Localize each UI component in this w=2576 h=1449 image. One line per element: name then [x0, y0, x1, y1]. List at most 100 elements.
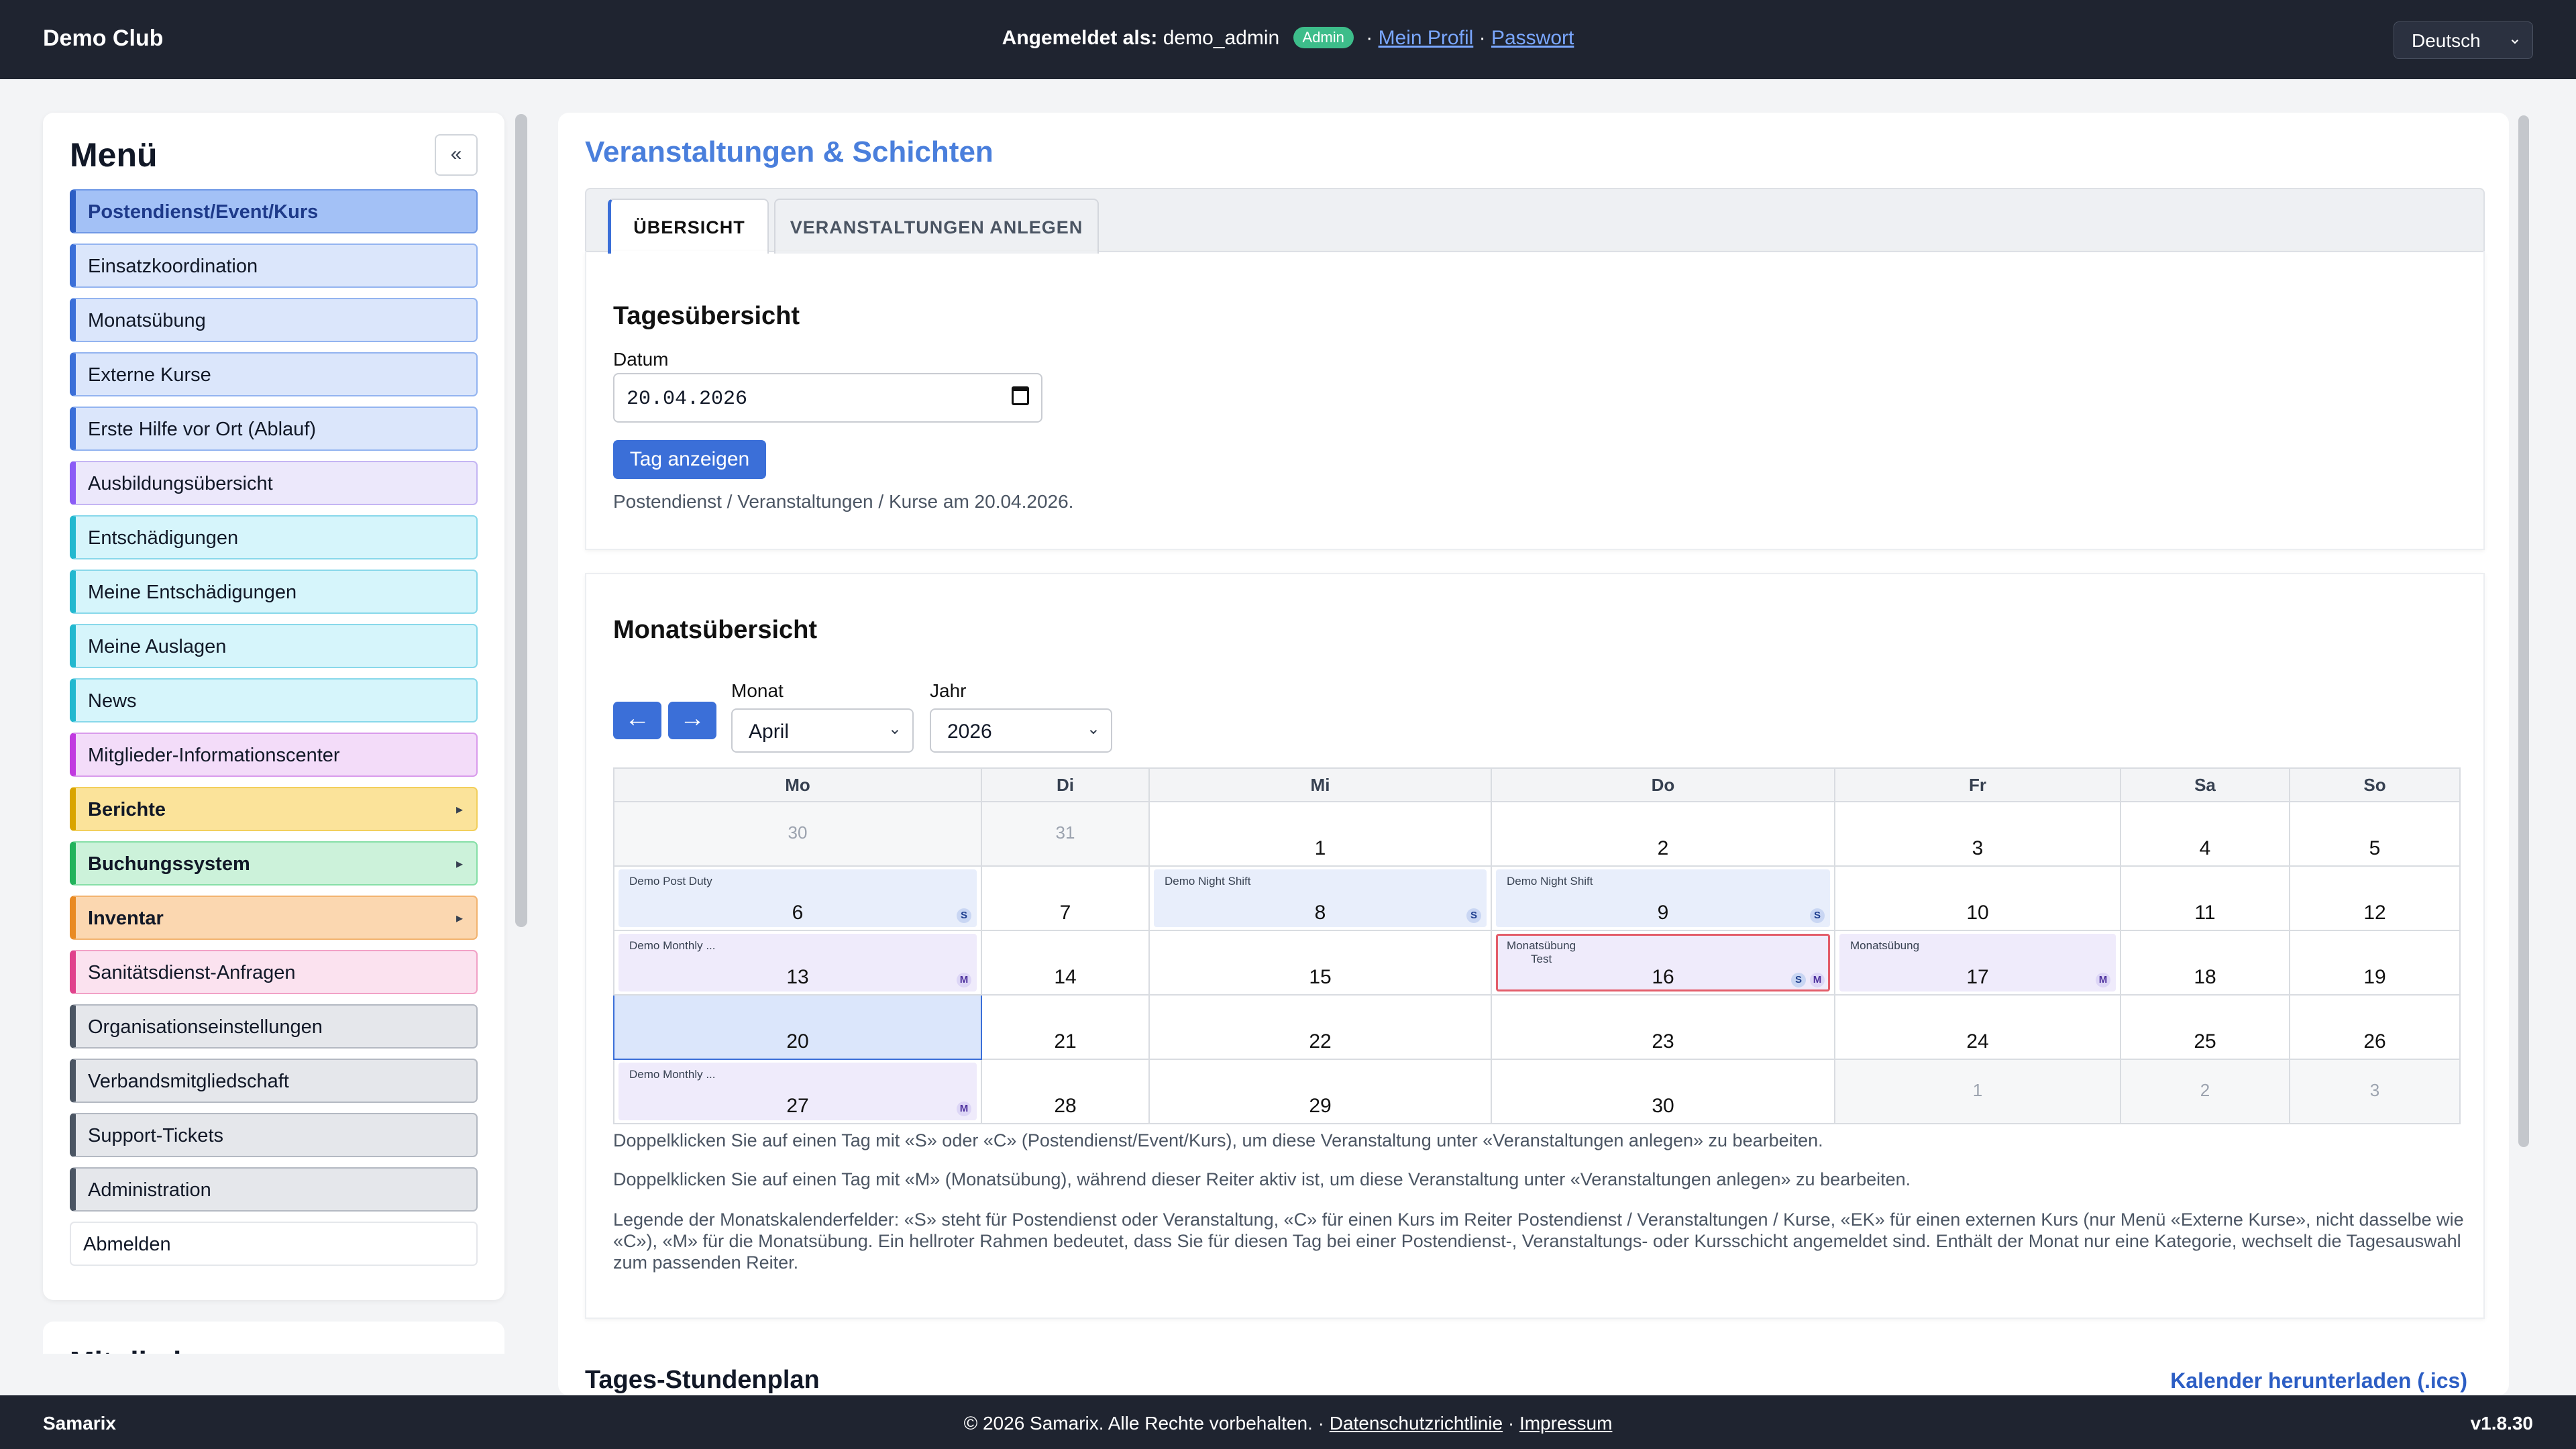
language-select[interactable]: Deutsch ⌄ — [2394, 21, 2533, 59]
event-title: Demo Monthly ... — [629, 939, 716, 952]
sidebar-item-label: Monatsübung — [88, 310, 206, 331]
expand-arrow-icon: ▸ — [455, 802, 463, 817]
calendar-day[interactable]: 2 — [1491, 801, 1835, 867]
calendar-day[interactable]: 3 — [2289, 1059, 2461, 1124]
logged-in-label: Angemeldet als: — [1002, 27, 1158, 49]
sidebar-item-ausbildungsuebersicht[interactable]: Ausbildungsübersicht — [70, 461, 478, 505]
calendar-day[interactable]: 29 — [1148, 1059, 1492, 1124]
event-block[interactable] — [1839, 934, 2116, 991]
sidebar-item-support-tickets[interactable]: Support-Tickets — [70, 1113, 478, 1157]
event-block[interactable] — [1496, 869, 1830, 927]
password-link[interactable]: Passwort — [1491, 27, 1574, 49]
event-block[interactable] — [619, 869, 977, 927]
tab-veranstaltungen-anlegen[interactable]: VERANSTALTUNGEN ANLEGEN — [774, 199, 1099, 254]
calendar-day[interactable]: 31 — [981, 801, 1150, 867]
calendar-day[interactable]: 28 — [981, 1059, 1150, 1124]
weekday-header: Sa — [2120, 767, 2290, 802]
sidebar-item-buchungssystem[interactable]: Buchungssystem ▸ — [70, 841, 478, 885]
main-scrollbar[interactable] — [2518, 115, 2529, 1147]
footer: Samarix © 2026 Samarix. Alle Rechte vorb… — [0, 1395, 2576, 1449]
calendar-day[interactable]: 3 — [1834, 801, 2121, 867]
calendar-day[interactable]: Demo Monthly ... 27 M — [613, 1059, 982, 1124]
calendar-day[interactable]: 5 — [2289, 801, 2461, 867]
sidebar-item-monatsuebung[interactable]: Monatsübung — [70, 298, 478, 342]
sidebar-item-verbandsmitgliedschaft[interactable]: Verbandsmitgliedschaft — [70, 1059, 478, 1103]
sidebar-item-administration[interactable]: Administration — [70, 1167, 478, 1212]
sidebar-item-news[interactable]: News — [70, 678, 478, 722]
calendar-day[interactable]: 1 — [1148, 801, 1492, 867]
next-month-button[interactable]: → — [668, 702, 716, 739]
calendar-day[interactable]: 18 — [2120, 930, 2290, 996]
sidebar-item-erste-hilfe[interactable]: Erste Hilfe vor Ort (Ablauf) — [70, 407, 478, 451]
calendar-day[interactable]: 7 — [981, 865, 1150, 931]
brand-name[interactable]: Demo Club — [43, 25, 164, 51]
calendar-day[interactable]: 30 — [1491, 1059, 1835, 1124]
calendar-day[interactable]: 15 — [1148, 930, 1492, 996]
imprint-link[interactable]: Impressum — [1519, 1413, 1613, 1434]
profile-link[interactable]: Mein Profil — [1378, 27, 1474, 49]
sidebar-item-label: Meine Auslagen — [88, 636, 227, 657]
calendar-day[interactable]: 21 — [981, 994, 1150, 1060]
calendar-day[interactable]: 14 — [981, 930, 1150, 996]
sidebar-item-inventar[interactable]: Inventar ▸ — [70, 896, 478, 940]
calendar-day[interactable]: 2 — [2120, 1059, 2290, 1124]
privacy-link[interactable]: Datenschutzrichtlinie — [1329, 1413, 1503, 1434]
calendar-day[interactable]: 19 — [2289, 930, 2461, 996]
year-select[interactable]: 2026 ⌄ — [930, 708, 1112, 753]
tag-m-badge: M — [957, 1102, 971, 1116]
calendar-day[interactable]: Demo Night Shift 8 S — [1148, 865, 1492, 931]
sidebar-item-entschaedigungen[interactable]: Entschädigungen — [70, 515, 478, 559]
calendar-day[interactable]: 22 — [1148, 994, 1492, 1060]
calendar-day[interactable]: 4 — [2120, 801, 2290, 867]
day-number: 25 — [2194, 1030, 2216, 1053]
event-block[interactable] — [619, 934, 977, 991]
calendar-icon[interactable] — [1012, 386, 1029, 405]
sidebar-item-label: Einsatzkoordination — [88, 256, 258, 277]
sidebar-item-externe-kurse[interactable]: Externe Kurse — [70, 352, 478, 396]
calendar-day-registered[interactable]: Monatsübung Test 16 S M — [1491, 930, 1835, 996]
calendar-day[interactable]: Demo Post Duty 6 S — [613, 865, 982, 931]
sidebar-item-berichte[interactable]: Berichte ▸ — [70, 787, 478, 831]
calendar-day[interactable]: Demo Night Shift 9 S — [1491, 865, 1835, 931]
month-select[interactable]: April ⌄ — [731, 708, 914, 753]
show-day-button[interactable]: Tag anzeigen — [613, 440, 766, 479]
prev-month-button[interactable]: ← — [613, 702, 661, 739]
calendar-day[interactable]: 10 — [1834, 865, 2121, 931]
event-block[interactable] — [619, 1063, 977, 1120]
calendar-day[interactable]: Demo Monthly ... 13 M — [613, 930, 982, 996]
tab-uebersicht[interactable]: ÜBERSICHT — [608, 199, 769, 254]
sidebar-item-meine-entschaedigungen[interactable]: Meine Entschädigungen — [70, 570, 478, 614]
logout-button[interactable]: Abmelden — [70, 1222, 478, 1266]
calendar-day[interactable]: 23 — [1491, 994, 1835, 1060]
calendar-day[interactable]: 1 — [1834, 1059, 2121, 1124]
weekday-header: So — [2289, 767, 2461, 802]
calendar-day[interactable]: 30 — [613, 801, 982, 867]
members-card: Mitglieder — [43, 1322, 504, 1354]
calendar-day[interactable]: 12 — [2289, 865, 2461, 931]
day-number: 8 — [1314, 902, 1326, 924]
collapse-sidebar-button[interactable]: « — [435, 134, 478, 176]
sidebar-scrollbar[interactable] — [515, 114, 527, 927]
event-block[interactable] — [1154, 869, 1487, 927]
sidebar-item-organisationseinstellungen[interactable]: Organisationseinstellungen — [70, 1004, 478, 1049]
sidebar-item-sanitaetsdienst-anfragen[interactable]: Sanitätsdienst-Anfragen — [70, 950, 478, 994]
day-number: 17 — [1966, 966, 1989, 988]
calendar-day[interactable]: 25 — [2120, 994, 2290, 1060]
day-number: 31 — [1055, 822, 1075, 843]
sidebar-item-meine-auslagen[interactable]: Meine Auslagen — [70, 624, 478, 668]
sidebar-item-postendienst[interactable]: Postendienst/Event/Kurs — [70, 189, 478, 233]
calendar-day[interactable]: 26 — [2289, 994, 2461, 1060]
calendar-day[interactable]: 24 — [1834, 994, 2121, 1060]
sidebar-item-mitglieder-informationscenter[interactable]: Mitglieder-Informationscenter — [70, 733, 478, 777]
registered-event-frame[interactable] — [1496, 934, 1830, 991]
menu-title: Menü — [70, 136, 158, 174]
date-input[interactable]: 20.04.2026 — [613, 373, 1042, 423]
calendar-day[interactable]: 11 — [2120, 865, 2290, 931]
page-title: Veranstaltungen & Schichten — [585, 136, 994, 168]
sidebar-item-einsatzkoordination[interactable]: Einsatzkoordination — [70, 244, 478, 288]
calendar-week-row: Demo Post Duty 6 S 7 Demo Night Shift 8 … — [613, 865, 2461, 931]
download-ics-link[interactable]: Kalender herunterladen (.ics) — [2170, 1368, 2467, 1393]
calendar-day-selected[interactable]: 20 — [613, 994, 982, 1060]
calendar-day[interactable]: Monatsübung 17 M — [1834, 930, 2121, 996]
event-title: Demo Post Duty — [629, 875, 712, 888]
